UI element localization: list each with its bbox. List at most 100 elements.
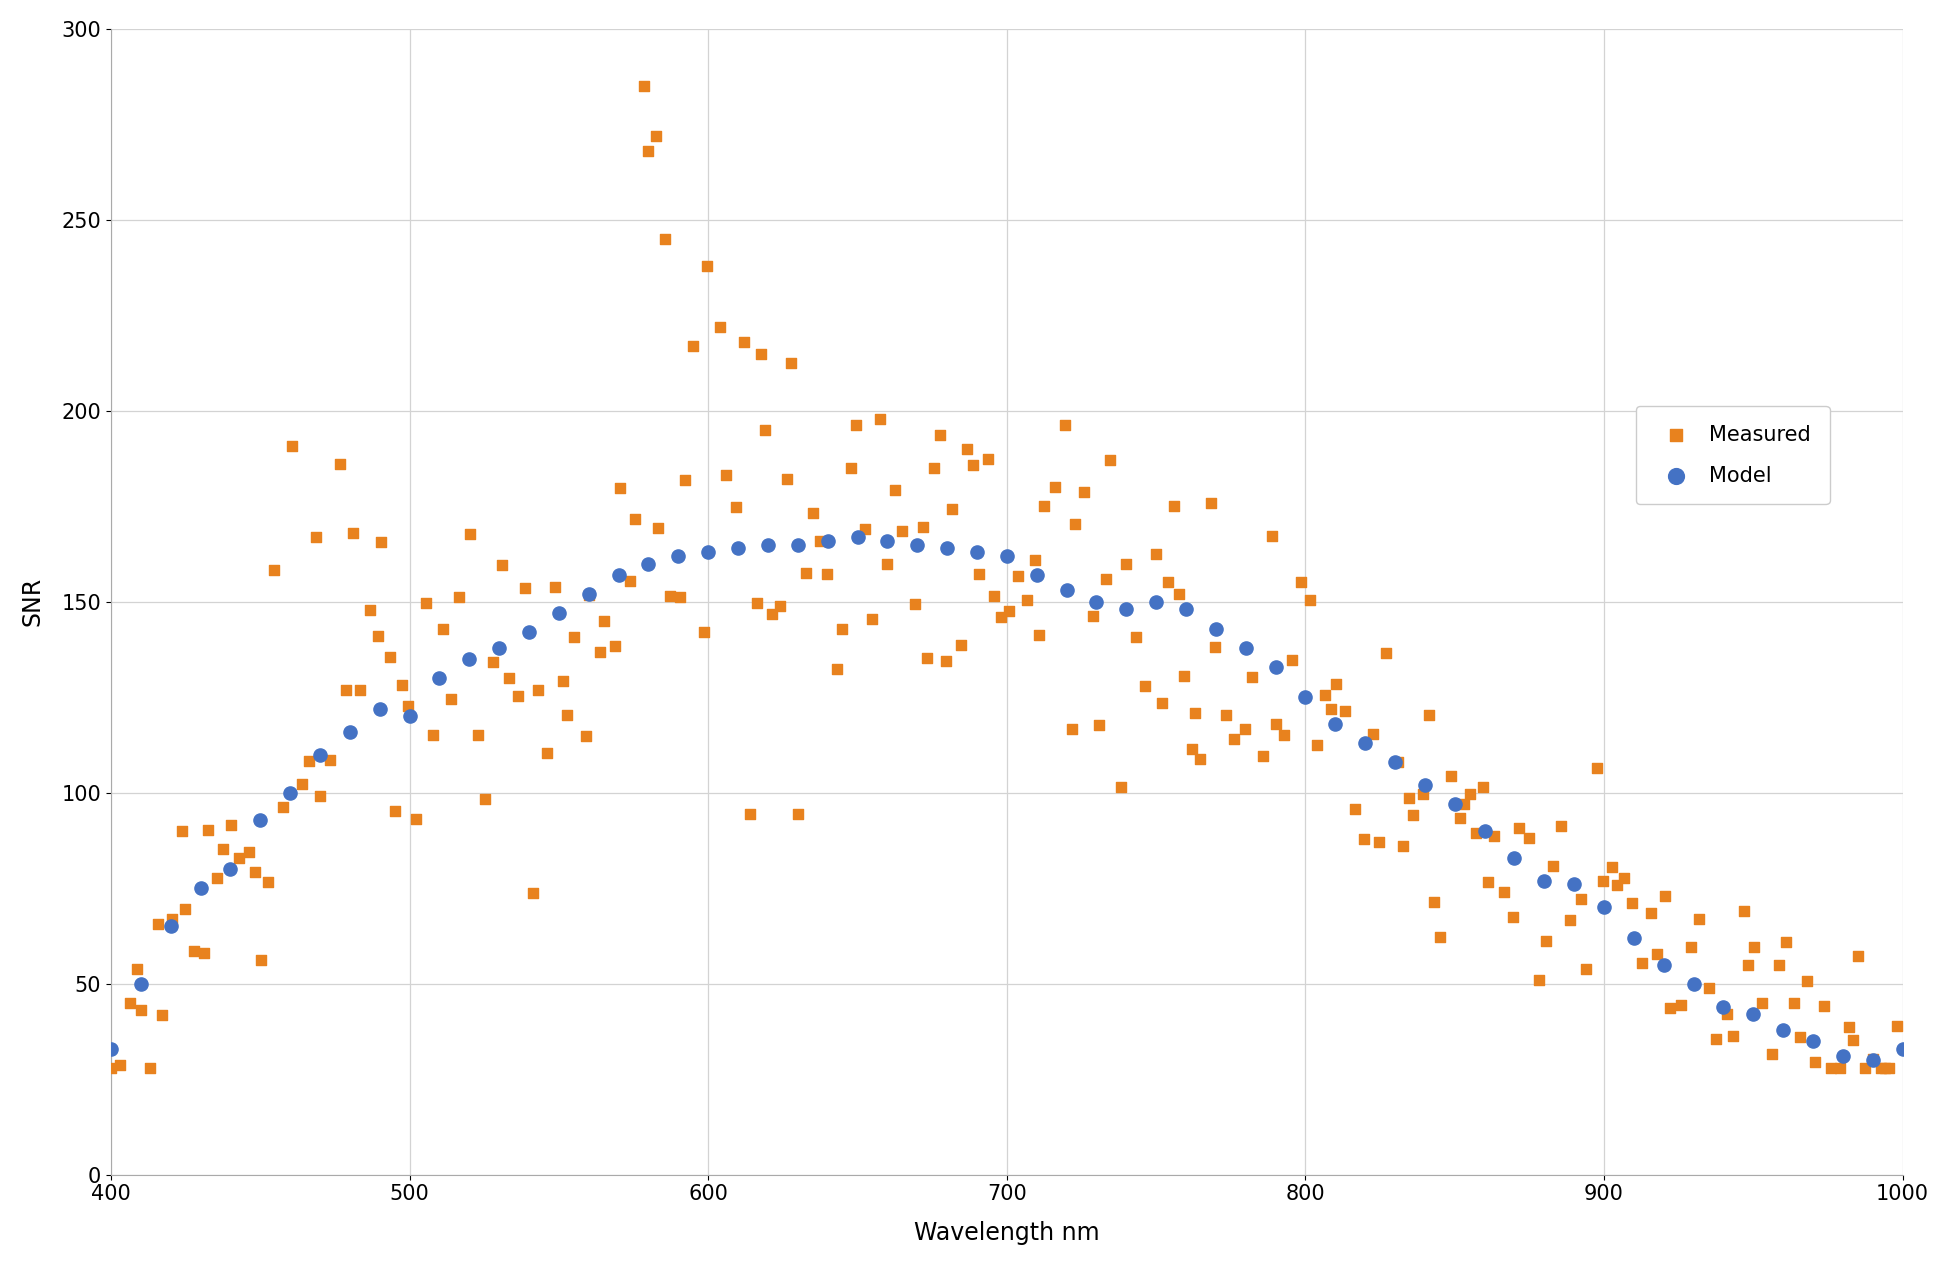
- Measured: [1308, 685, 1340, 705]
- Measured: [287, 774, 318, 794]
- Measured: [669, 470, 700, 490]
- Model: [811, 530, 842, 551]
- Model: [573, 584, 604, 604]
- Measured: [1147, 693, 1178, 713]
- Model: [1589, 898, 1620, 918]
- Measured: [1523, 970, 1554, 990]
- Measured: [1461, 823, 1492, 843]
- Model: [484, 638, 515, 658]
- Measured: [704, 316, 735, 337]
- Measured: [1236, 667, 1268, 687]
- Measured: [601, 636, 632, 656]
- Model: [304, 744, 335, 765]
- Measured: [720, 496, 751, 517]
- Measured: [1090, 568, 1121, 589]
- Measured: [1763, 955, 1794, 975]
- Measured: [1833, 1017, 1864, 1037]
- Measured: [142, 914, 174, 934]
- Measured: [1049, 415, 1080, 436]
- Model: [1856, 1050, 1888, 1070]
- Measured: [294, 751, 326, 771]
- Measured: [552, 705, 583, 725]
- Measured: [1039, 477, 1071, 498]
- Model: [1529, 871, 1560, 891]
- Model: [1618, 928, 1650, 948]
- Measured: [1057, 719, 1088, 739]
- Measured: [1228, 719, 1260, 739]
- Model: [872, 530, 903, 551]
- Measured: [1650, 886, 1681, 906]
- Measured: [1408, 784, 1439, 804]
- Measured: [1531, 931, 1562, 951]
- Measured: [727, 332, 759, 352]
- Measured: [355, 600, 386, 620]
- Measured: [827, 619, 858, 639]
- Measured: [1866, 1057, 1897, 1077]
- Measured: [1445, 808, 1476, 828]
- Measured: [1849, 1057, 1880, 1077]
- Measured: [1094, 449, 1125, 470]
- Measured: [1757, 1043, 1788, 1063]
- Measured: [1176, 739, 1207, 760]
- Measured: [644, 518, 675, 538]
- Measured: [1581, 757, 1613, 777]
- Measured: [1478, 827, 1509, 847]
- Model: [214, 860, 246, 880]
- Measured: [1683, 909, 1714, 929]
- Measured: [259, 560, 291, 580]
- Measured: [1626, 953, 1658, 974]
- Model: [1410, 775, 1441, 795]
- Model: [1468, 820, 1500, 841]
- Measured: [1455, 784, 1486, 804]
- Measured: [363, 627, 394, 647]
- Measured: [365, 532, 396, 552]
- Model: [1230, 638, 1262, 658]
- Measured: [1398, 805, 1429, 825]
- Measured: [1675, 937, 1706, 957]
- Measured: [246, 951, 277, 971]
- Measured: [1386, 837, 1418, 857]
- Measured: [1394, 787, 1425, 808]
- Measured: [604, 477, 636, 498]
- Measured: [963, 565, 994, 585]
- Measured: [1059, 514, 1090, 534]
- Measured: [523, 680, 554, 700]
- Measured: [1330, 701, 1361, 722]
- Measured: [1771, 932, 1802, 952]
- Measured: [1617, 893, 1648, 913]
- Measured: [503, 686, 534, 706]
- Measured: [166, 820, 197, 841]
- Measured: [1141, 544, 1172, 565]
- Model: [1141, 591, 1172, 611]
- Measured: [1320, 674, 1351, 694]
- Model: [544, 603, 575, 623]
- Measured: [135, 1057, 166, 1077]
- Measured: [811, 563, 842, 584]
- Measured: [1069, 482, 1100, 503]
- Measured: [1882, 1017, 1913, 1037]
- Measured: [1199, 637, 1230, 657]
- Measured: [1211, 705, 1242, 725]
- Measured: [924, 424, 956, 444]
- Measured: [1739, 937, 1771, 957]
- Measured: [1472, 872, 1503, 893]
- Measured: [517, 884, 548, 904]
- Measured: [587, 610, 618, 630]
- Measured: [712, 465, 743, 485]
- Measured: [1180, 703, 1211, 723]
- Measured: [203, 868, 234, 889]
- Measured: [179, 941, 211, 961]
- Measured: [1256, 527, 1287, 547]
- Measured: [1316, 699, 1347, 719]
- Measured: [993, 601, 1024, 622]
- Measured: [1357, 724, 1388, 744]
- Measured: [1858, 1048, 1890, 1069]
- Measured: [1792, 971, 1823, 991]
- Measured: [1601, 875, 1632, 895]
- Measured: [1870, 1057, 1901, 1077]
- Measured: [677, 335, 708, 356]
- Measured: [115, 993, 146, 1013]
- Measured: [930, 651, 961, 671]
- Measured: [324, 453, 355, 473]
- Measured: [887, 522, 918, 542]
